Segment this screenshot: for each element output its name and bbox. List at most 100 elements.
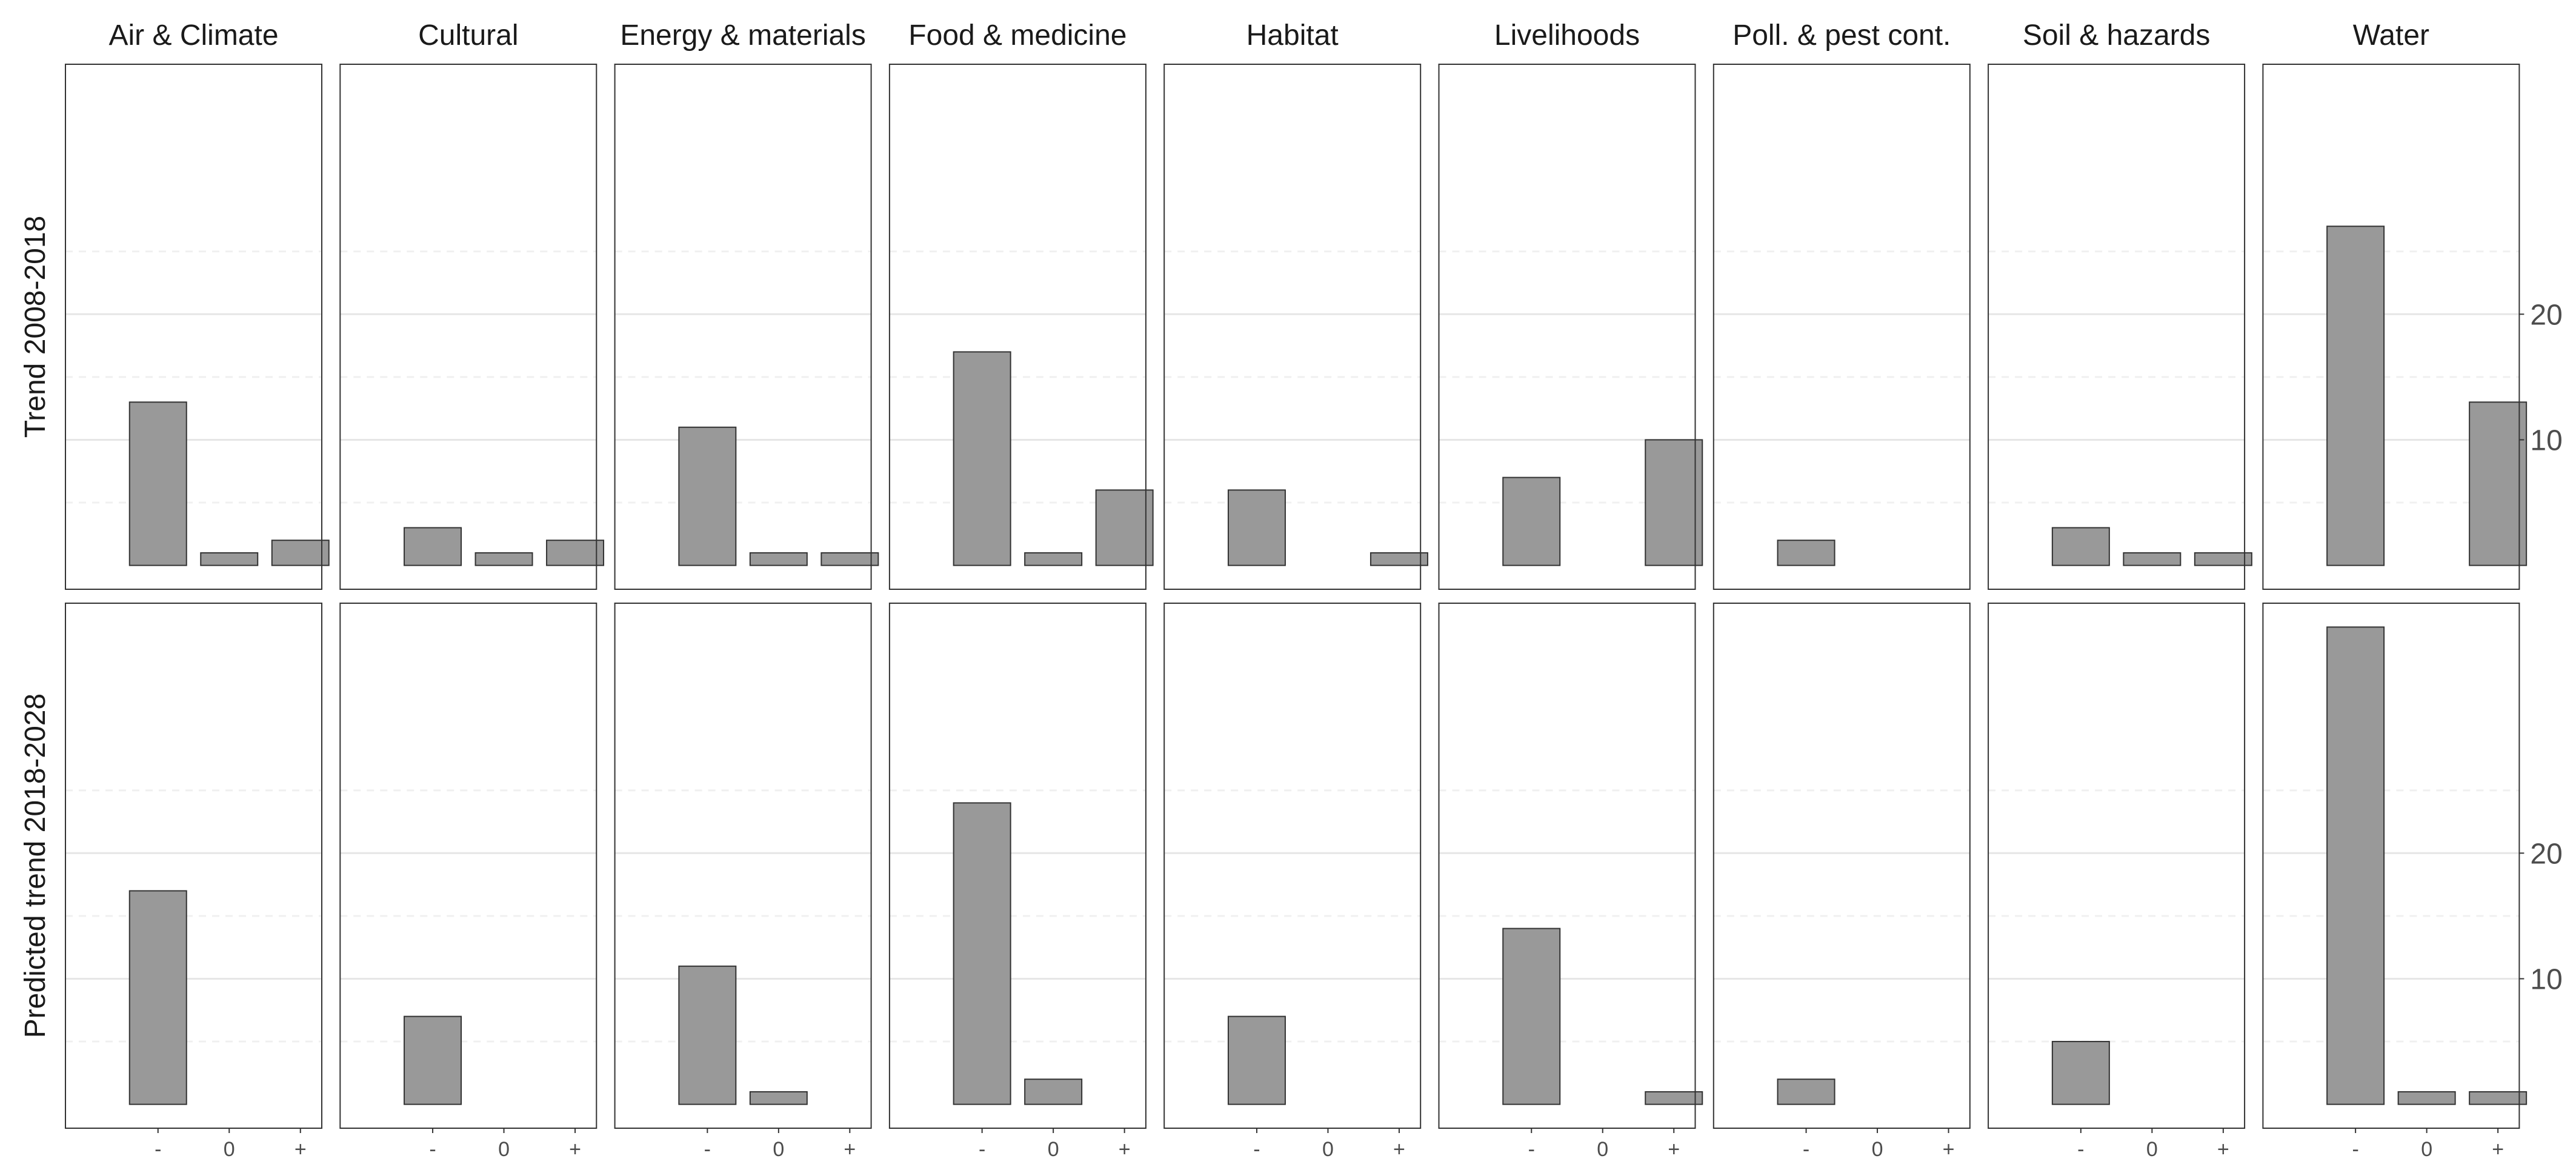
bar-poll-and-pest-cont-minus-row-0 <box>1777 540 1835 566</box>
bar-soil-and-hazards-minus-row-0 <box>2051 527 2110 566</box>
row-label-0: Trend 2008-2018 <box>19 216 52 438</box>
bar-livelihoods-minus-row-1 <box>1502 928 1561 1105</box>
x-tick-label-minus: - <box>429 1138 436 1161</box>
panel-habitat-row-0 <box>1163 64 1428 590</box>
bar-cultural-minus-row-1 <box>404 1015 462 1105</box>
bar-habitat-minus-row-1 <box>1227 1015 1286 1105</box>
panel-border <box>2262 64 2520 590</box>
bar-livelihoods-minus-row-0 <box>1502 476 1561 566</box>
panel-food-and-medicine-row-0 <box>888 64 1154 590</box>
row-labels: Trend 2008-2018 Predicted trend 2018-2028 <box>19 216 52 1038</box>
y-tick-label: 10 <box>2530 963 2562 995</box>
x-tick-label-plus: + <box>1119 1138 1131 1161</box>
bar-air-and-climate-zero-row-0 <box>200 552 259 566</box>
panel-soil-and-hazards-row-0 <box>1988 64 2252 590</box>
panels <box>65 64 2528 1129</box>
bar-water-minus-row-1 <box>2326 626 2385 1105</box>
panel-border <box>65 64 322 590</box>
panel-air-and-climate-row-0 <box>65 64 330 590</box>
panel-poll-and-pest-cont-row-0 <box>1712 64 1971 590</box>
bar-cultural-plus-row-0 <box>546 540 605 566</box>
bar-food-and-medicine-zero-row-0 <box>1024 552 1083 566</box>
panel-water-row-1 <box>2262 603 2528 1129</box>
x-tick-label-minus: - <box>2077 1138 2084 1161</box>
x-axis: - 0 + - 0 + - 0 + - 0 + - 0 + - 0 + - 0 + - 0 + - 0 + <box>155 1128 2504 1161</box>
strip-label-habitat: Habitat <box>1246 19 1339 52</box>
panel-livelihoods-row-1 <box>1438 603 1703 1129</box>
bar-air-and-climate-minus-row-1 <box>128 890 187 1105</box>
bar-livelihoods-plus-row-0 <box>1645 439 1703 566</box>
bar-soil-and-hazards-minus-row-1 <box>2051 1041 2110 1105</box>
bar-air-and-climate-minus-row-0 <box>128 401 187 566</box>
bar-food-and-medicine-minus-row-0 <box>953 351 1011 566</box>
panel-energy-and-materials-row-0 <box>614 64 879 590</box>
bar-food-and-medicine-zero-row-1 <box>1024 1078 1083 1105</box>
bar-energy-and-materials-zero-row-0 <box>749 552 808 566</box>
x-tick-label-plus: + <box>569 1138 581 1161</box>
bar-cultural-zero-row-0 <box>474 552 533 566</box>
panel-border <box>1163 64 1422 590</box>
x-tick-label-zero: 0 <box>498 1138 510 1161</box>
panel-border <box>1163 603 1422 1129</box>
bar-cultural-minus-row-0 <box>404 527 462 566</box>
x-tick-label-zero: 0 <box>1597 1138 1608 1161</box>
bar-air-and-climate-plus-row-0 <box>271 540 330 566</box>
x-tick-label-plus: + <box>1943 1138 1955 1161</box>
strip-label-water: Water <box>2353 19 2429 52</box>
panel-air-and-climate-row-1 <box>65 603 322 1129</box>
panel-border <box>888 64 1147 590</box>
bar-water-plus-row-1 <box>2469 1091 2528 1105</box>
bar-habitat-plus-row-0 <box>1370 552 1428 566</box>
x-tick-label-minus: - <box>155 1138 161 1161</box>
panel-water-row-0 <box>2262 64 2528 590</box>
panel-cultural-row-0 <box>339 64 605 590</box>
panel-border <box>1438 64 1696 590</box>
strip-label-food-and-medicine: Food & medicine <box>908 19 1127 52</box>
strip-label-poll-and-pest-cont: Poll. & pest cont. <box>1732 19 1951 52</box>
bar-water-plus-row-0 <box>2469 401 2528 566</box>
x-tick-label-plus: + <box>2492 1138 2504 1161</box>
x-tick-label-zero: 0 <box>1322 1138 1334 1161</box>
strip-label-air-and-climate: Air & Climate <box>108 19 278 52</box>
x-tick-label-zero: 0 <box>224 1138 235 1161</box>
bar-energy-and-materials-minus-row-0 <box>678 426 737 566</box>
bar-food-and-medicine-plus-row-0 <box>1095 489 1154 566</box>
panel-border <box>1988 603 2246 1129</box>
bar-food-and-medicine-minus-row-1 <box>953 802 1011 1105</box>
panel-cultural-row-1 <box>339 603 597 1129</box>
strip-label-soil-and-hazards: Soil & hazards <box>2023 19 2211 52</box>
panel-food-and-medicine-row-1 <box>888 603 1147 1129</box>
panel-habitat-row-1 <box>1163 603 1422 1129</box>
x-tick-label-minus: - <box>2352 1138 2358 1161</box>
bar-livelihoods-plus-row-1 <box>1645 1091 1703 1105</box>
x-tick-label-zero: 0 <box>773 1138 784 1161</box>
x-tick-label-zero: 0 <box>1048 1138 1059 1161</box>
x-tick-label-zero: 0 <box>2421 1138 2432 1161</box>
panel-border <box>1712 64 1971 590</box>
x-tick-label-minus: - <box>704 1138 711 1161</box>
bar-water-minus-row-0 <box>2326 226 2385 566</box>
panel-border <box>2262 603 2520 1129</box>
bar-energy-and-materials-minus-row-1 <box>678 965 737 1105</box>
bar-energy-and-materials-plus-row-0 <box>820 552 879 566</box>
bar-poll-and-pest-cont-minus-row-1 <box>1777 1078 1835 1105</box>
bar-water-zero-row-1 <box>2397 1091 2456 1105</box>
panel-border <box>339 64 597 590</box>
x-tick-label-plus: + <box>2217 1138 2229 1161</box>
row-label-1: Predicted trend 2018-2028 <box>19 694 52 1038</box>
panel-border <box>1988 64 2246 590</box>
y-tick-label: 10 <box>2530 424 2562 456</box>
y-axis: 10 20 10 20 <box>2519 299 2563 995</box>
panel-soil-and-hazards-row-1 <box>1988 603 2246 1129</box>
bar-soil-and-hazards-zero-row-0 <box>2123 552 2182 566</box>
x-tick-label-minus: - <box>1528 1138 1535 1161</box>
facet-strip-labels: Air & Climate Cultural Energy & materials F… <box>108 19 2429 52</box>
strip-label-energy-and-materials: Energy & materials <box>620 19 866 52</box>
panel-border <box>888 603 1147 1129</box>
x-tick-label-zero: 0 <box>1872 1138 1883 1161</box>
panel-border <box>1712 603 1971 1129</box>
y-tick-label: 20 <box>2530 299 2562 331</box>
panel-livelihoods-row-0 <box>1438 64 1703 590</box>
panel-border <box>339 603 597 1129</box>
